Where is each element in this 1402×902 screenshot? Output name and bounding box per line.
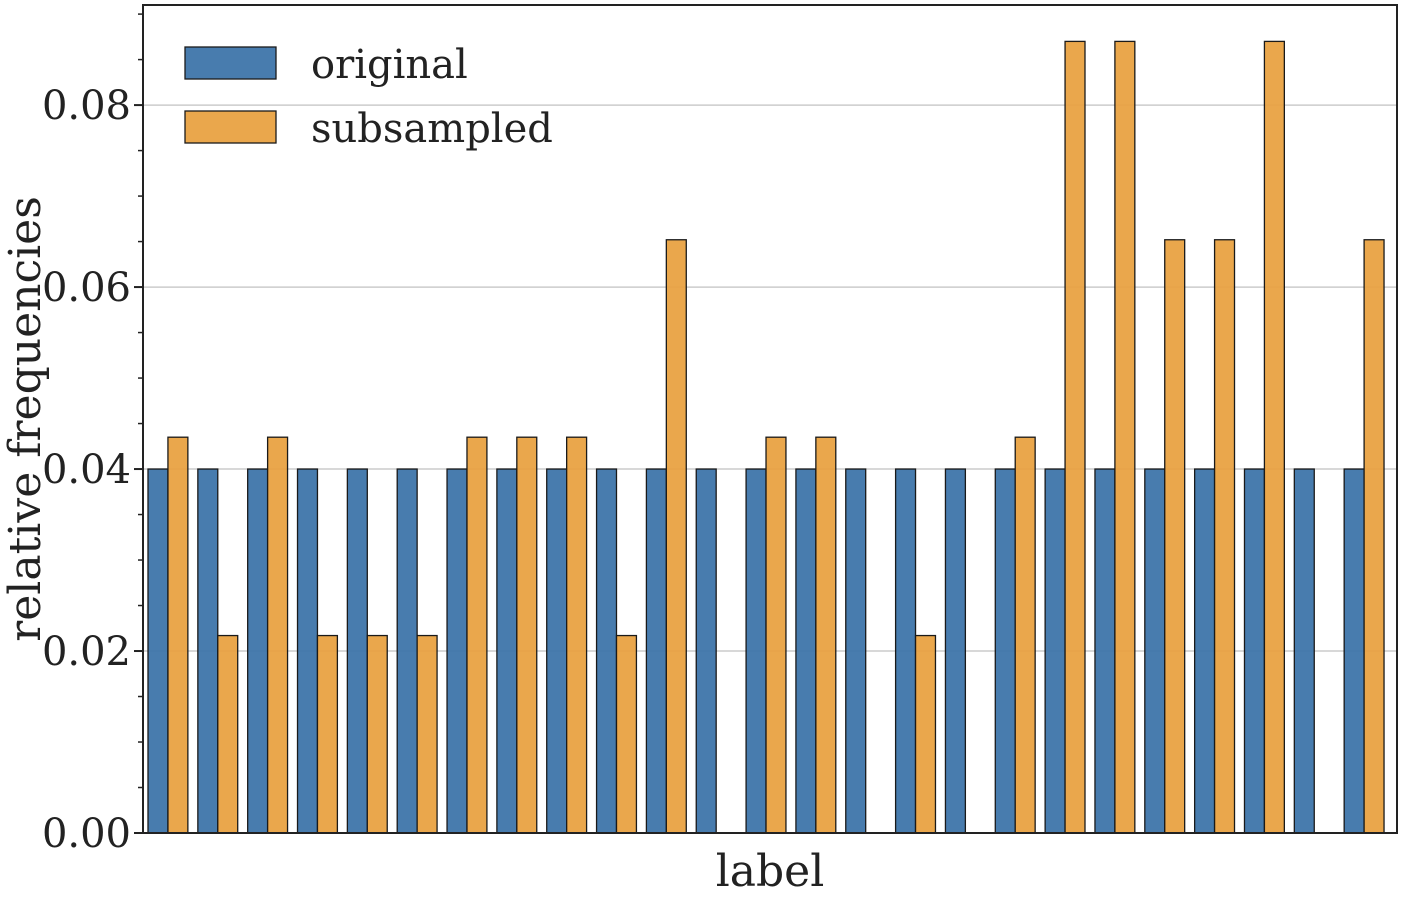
bar-original [247, 468, 269, 834]
bar-subsampled [266, 436, 289, 834]
y-axis-title: relative frequencies [0, 196, 51, 642]
bar-subsampled [1014, 436, 1036, 834]
bar-original [446, 468, 468, 834]
bar-subsampled [765, 436, 787, 834]
bar-original [1293, 468, 1315, 834]
bar-subsampled [366, 634, 388, 834]
bar-original [795, 468, 817, 834]
plot-frame [142, 4, 1398, 834]
bar-original [147, 468, 169, 834]
bar-original [197, 468, 219, 834]
bar-subsampled [1263, 40, 1286, 834]
bar-original [1094, 468, 1116, 834]
bar-subsampled [1114, 40, 1136, 834]
y-axis: 0.00 0.02 0.04 0.06 0.08 [42, 13, 143, 857]
legend-label-subsampled: subsampled [311, 106, 553, 152]
bar-original [296, 468, 319, 834]
bar-subsampled [815, 436, 837, 834]
y-tick-label: 0.04 [42, 447, 131, 493]
bar-subsampled [615, 634, 638, 834]
bar-subsampled [1164, 239, 1186, 834]
y-tick-label: 0.08 [42, 83, 131, 129]
legend: original subsampled [184, 42, 553, 152]
bar-original [346, 468, 368, 834]
bar-subsampled [516, 436, 538, 834]
bar-original [546, 468, 568, 834]
bar-original [745, 468, 767, 834]
y-tick-label: 0.02 [42, 629, 131, 675]
bar-original [396, 468, 418, 834]
bar-original [1343, 468, 1365, 834]
bar-subsampled [167, 436, 189, 834]
legend-swatch-original [184, 46, 277, 80]
bar-original [496, 468, 518, 834]
bar-subsampled [466, 436, 488, 834]
bar-subsampled [914, 634, 937, 834]
bar-original [595, 468, 618, 834]
bar-subsampled [1213, 239, 1236, 834]
x-axis-title: label [716, 846, 825, 897]
bar-original [695, 468, 717, 834]
bar-original [1044, 468, 1066, 834]
bar-original [1243, 468, 1266, 834]
bar-subsampled [566, 436, 588, 834]
bar-subsampled [1363, 239, 1385, 834]
legend-swatch-subsampled [184, 110, 277, 144]
bar-subsampled [217, 634, 239, 834]
bars [147, 40, 1385, 834]
bar-original [994, 468, 1016, 834]
y-tick-label: 0.00 [42, 811, 131, 857]
legend-label-original: original [311, 42, 468, 88]
bar-subsampled [665, 239, 687, 834]
bar-original [1144, 468, 1166, 834]
bar-original [944, 468, 967, 834]
bar-original [1193, 468, 1216, 834]
bar-subsampled [1064, 40, 1086, 834]
y-tick-label: 0.06 [42, 265, 131, 311]
bar-original [894, 468, 917, 834]
bar-subsampled [316, 634, 339, 834]
bar-subsampled [416, 634, 438, 834]
bar-original [645, 468, 667, 834]
bar-original [845, 468, 867, 834]
